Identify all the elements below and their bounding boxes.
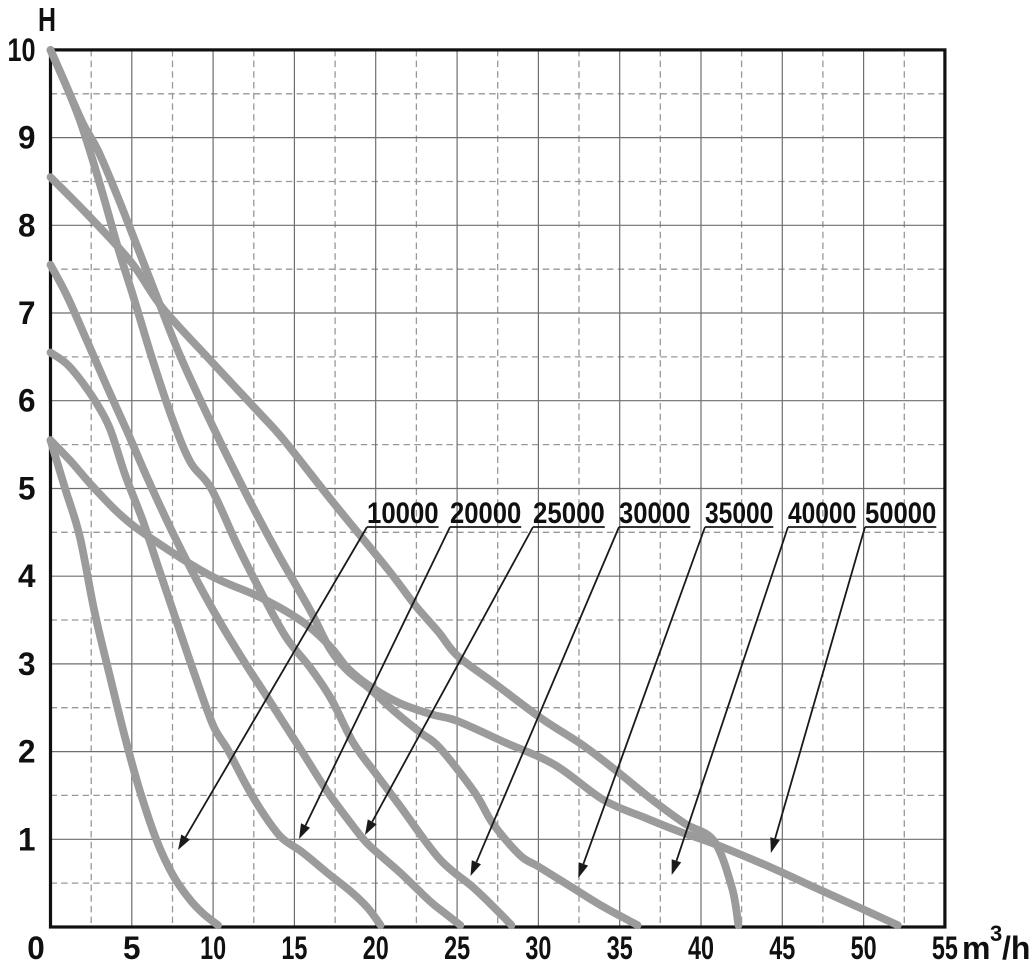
svg-text:5: 5 <box>18 471 36 507</box>
svg-text:3: 3 <box>990 921 1002 946</box>
svg-text:30: 30 <box>525 930 551 966</box>
svg-text:5: 5 <box>123 930 141 966</box>
svg-text:10: 10 <box>8 32 36 68</box>
svg-text:25: 25 <box>444 930 470 966</box>
svg-text:50000: 50000 <box>865 497 936 530</box>
svg-text:4: 4 <box>18 558 36 594</box>
svg-text:H: H <box>38 1 56 38</box>
svg-text:55: 55 <box>932 930 958 966</box>
svg-text:7: 7 <box>18 295 36 331</box>
svg-text:50: 50 <box>851 930 877 966</box>
svg-text:20: 20 <box>363 930 389 966</box>
svg-text:20000: 20000 <box>450 497 521 530</box>
svg-text:6: 6 <box>18 383 36 419</box>
svg-text:30000: 30000 <box>619 497 690 530</box>
svg-text:1: 1 <box>18 821 36 857</box>
svg-text:3: 3 <box>18 646 36 682</box>
svg-text:15: 15 <box>281 930 307 966</box>
svg-text:35000: 35000 <box>705 497 773 530</box>
svg-text:40000: 40000 <box>788 497 856 530</box>
svg-text:m: m <box>962 930 990 966</box>
svg-text:10000: 10000 <box>367 497 439 530</box>
svg-text:10: 10 <box>200 930 226 966</box>
svg-text:45: 45 <box>769 930 795 966</box>
svg-text:/h: /h <box>1002 930 1030 966</box>
svg-text:9: 9 <box>18 120 36 156</box>
svg-text:40: 40 <box>688 930 714 966</box>
svg-text:25000: 25000 <box>533 497 605 530</box>
svg-text:35: 35 <box>607 930 633 966</box>
svg-text:8: 8 <box>18 207 36 243</box>
svg-text:2: 2 <box>18 734 36 770</box>
svg-text:0: 0 <box>27 930 45 966</box>
